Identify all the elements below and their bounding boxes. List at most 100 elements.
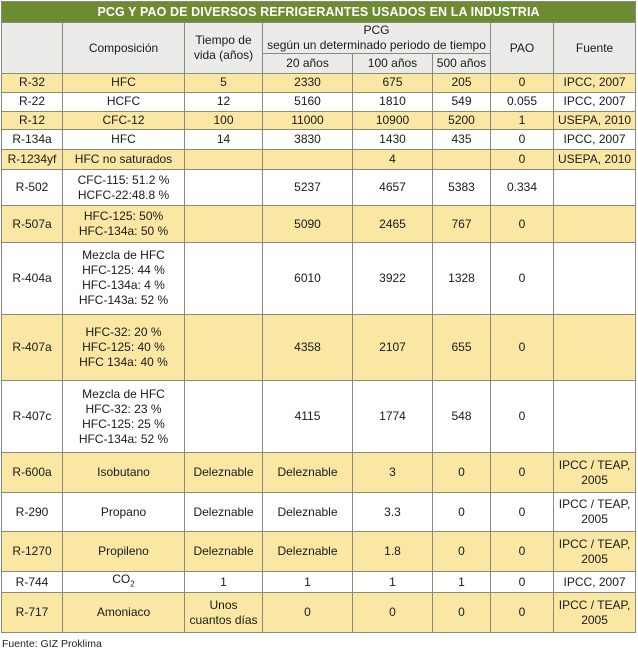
cell-pcg-500: 0	[432, 592, 491, 633]
cell-composicion-line: HFC-32: 20 %	[85, 325, 162, 340]
cell-tiempo-vida: 12	[184, 91, 263, 112]
cell-fuente-line: IPCC / TEAP,	[558, 497, 631, 512]
cell-composicion-line: HFC-32: 23 %	[85, 401, 162, 416]
cell-ref: R-290	[1, 491, 63, 533]
cell-composicion-line: HCFC	[106, 94, 141, 109]
cell-composicion-line: CO	[112, 572, 131, 587]
cell-composicion: Isobutano	[62, 452, 185, 493]
table-row: R-744 CO2 1 1 1 1 0 IPCC, 2007	[1, 571, 637, 594]
cell-pcg-100: 3922	[352, 241, 433, 315]
table-row: R-717 Amoniaco Unos cuantos días 0 0 0 0 IPCC / …	[1, 592, 637, 633]
cell-fuente: IPCC, 2007	[552, 73, 637, 93]
header-ref	[1, 22, 63, 74]
cell-composicion-line: Isobutano	[97, 465, 150, 480]
cell-ref: R-134a	[1, 129, 63, 151]
cell-pcg-500: 5200	[432, 110, 491, 131]
cell-tiempo-vida-line: Unos	[209, 597, 238, 612]
cell-composicion-line: HFC-134a: 52 %	[78, 431, 169, 446]
cell-fuente-line: IPCC, 2007	[563, 94, 626, 109]
cell-pcg-100: 4657	[352, 168, 433, 207]
cell-composicion-subscript: 2	[130, 579, 135, 589]
header-tiempo-line2: vida (años)	[193, 48, 254, 62]
cell-composicion-line: Amoniaco	[96, 605, 151, 620]
cell-fuente	[552, 205, 637, 243]
cell-tiempo-vida-line: Deleznable	[193, 465, 254, 480]
cell-pao: 0	[490, 241, 554, 315]
table-row: R-134a HFC 14 3830 1430 435 0 IPCC, 2007	[1, 129, 637, 151]
cell-pao: 0	[490, 149, 554, 170]
cell-pcg-500: 0	[432, 452, 491, 493]
cell-pcg-500: 1	[432, 571, 491, 594]
cell-tiempo-vida: Deleznable	[184, 531, 263, 573]
table-row: R-32 HFC 5 2330 675 205 0 IPCC, 2007	[1, 73, 637, 93]
table-row: R-507a HFC-125: 50% HFC-134a: 50 % 5090 2465…	[1, 205, 637, 243]
cell-composicion-line: HFC-125: 25 %	[82, 416, 165, 431]
cell-tiempo-vida-line: 14	[216, 132, 231, 147]
header-500-anos: 500 años	[432, 53, 491, 74]
cell-tiempo-vida-line: 12	[216, 94, 231, 109]
cell-pcg-500: 655	[432, 313, 491, 382]
cell-composicion-line: HFC-125: 44 %	[82, 263, 165, 278]
cell-ref: R-1234yf	[1, 149, 63, 170]
cell-pcg-20: 3830	[262, 129, 353, 151]
header-pcg-line2: según un determinado periodo de tiempo	[267, 38, 486, 52]
cell-ref: R-744	[1, 571, 63, 594]
cell-pcg-20: 6010	[262, 241, 353, 315]
cell-tiempo-vida-line: cuantos días	[189, 612, 258, 627]
cell-pao: 0.334	[490, 168, 554, 207]
cell-composicion-line: HCFC-22:48.8 %	[77, 187, 170, 202]
cell-pcg-20: 2330	[262, 73, 353, 93]
cell-composicion: HFC	[62, 73, 185, 93]
cell-pcg-20: Deleznable	[262, 452, 353, 493]
cell-composicion-line: HFC-125: 40 %	[82, 340, 165, 355]
cell-tiempo-vida: 1	[184, 571, 263, 594]
cell-pcg-100: 10900	[352, 110, 433, 131]
cell-pcg-20: 0	[262, 592, 353, 633]
cell-tiempo-vida-line: 1	[220, 574, 227, 589]
cell-pcg-100: 2465	[352, 205, 433, 243]
cell-pcg-100: 675	[352, 73, 433, 93]
cell-pcg-100: 1810	[352, 91, 433, 112]
cell-tiempo-vida-line: 5	[220, 75, 227, 90]
refrigerants-table: PCG Y PAO DE DIVERSOS REFRIGERANTES USAD…	[0, 1, 637, 633]
cell-pcg-100: 1.8	[352, 531, 433, 573]
cell-pao: 0	[490, 380, 554, 454]
cell-fuente-line: 2005	[581, 551, 608, 566]
cell-pcg-100: 3.3	[352, 491, 433, 533]
header-tiempo-vida: Tiempo de vida (años)	[184, 22, 263, 74]
cell-pao: 0	[490, 571, 554, 594]
cell-composicion-line: HFC	[111, 75, 136, 90]
cell-ref: R-600a	[1, 452, 63, 493]
cell-composicion-formula: CO2	[66, 572, 181, 591]
cell-pcg-500: 767	[432, 205, 491, 243]
cell-fuente: IPCC / TEAP, 2005	[552, 592, 637, 633]
cell-pcg-20: 4115	[262, 380, 353, 454]
cell-composicion-line: HFC-143a: 52 %	[78, 293, 169, 308]
cell-fuente-line: USEPA, 2010	[557, 151, 632, 166]
cell-ref: R-717	[1, 592, 63, 633]
cell-tiempo-vida-line: 100	[213, 112, 234, 127]
cell-fuente: IPCC, 2007	[552, 129, 637, 151]
cell-composicion: Propano	[62, 491, 185, 533]
cell-composicion-line: Propano	[100, 504, 147, 519]
cell-tiempo-vida	[184, 205, 263, 243]
table-row: R-12 CFC-12 100 11000 10900 5200 1 USEPA, 2010	[1, 110, 637, 131]
cell-ref: R-502	[1, 168, 63, 207]
cell-pcg-100: 1430	[352, 129, 433, 151]
table-row: R-407a HFC-32: 20 % HFC-125: 40 % HFC 134a:…	[1, 313, 637, 382]
table-row: R-407c Mezcla de HFC HFC-32: 23 % HFC-125: …	[1, 380, 637, 454]
table-row: R-502 CFC-115: 51.2 % HCFC-22:48.8 % 5237 46…	[1, 168, 637, 207]
cell-pao: 0	[490, 531, 554, 573]
cell-fuente-line: 2005	[581, 512, 608, 527]
cell-composicion-line: Mezcla de HFC	[82, 386, 165, 401]
cell-pao: 0	[490, 313, 554, 382]
header-composicion: Composición	[62, 22, 185, 74]
cell-pcg-20: 5090	[262, 205, 353, 243]
header-pcg: PCG según un determinado periodo de tiem…	[262, 22, 491, 54]
cell-composicion: HFC-125: 50% HFC-134a: 50 %	[62, 205, 185, 243]
cell-fuente: IPCC / TEAP, 2005	[552, 452, 637, 493]
cell-pao: 0	[490, 129, 554, 151]
source-note: Fuente: GIZ Proklima	[2, 638, 102, 650]
table-row: R-1234yf HFC no saturados 4 0 USEPA, 2010	[1, 149, 637, 170]
